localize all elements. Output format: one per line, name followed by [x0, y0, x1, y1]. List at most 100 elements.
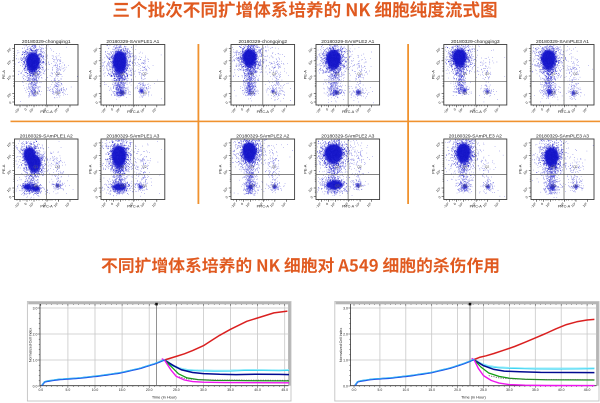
svg-text:30.0: 30.0 [506, 388, 513, 392]
svg-text:40.0: 40.0 [254, 388, 261, 392]
svg-text:105: 105 [222, 141, 229, 148]
svg-text:Q4: Q4 [573, 91, 578, 95]
svg-text:0: 0 [453, 107, 457, 111]
svg-text:-102: -102 [230, 201, 238, 208]
svg-text:0: 0 [310, 101, 314, 105]
svg-text:102: 102 [330, 201, 337, 208]
svg-text:Q2: Q2 [357, 72, 362, 76]
svg-text:Q3: Q3 [335, 184, 340, 188]
svg-text:0: 0 [310, 195, 314, 199]
svg-text:105: 105 [366, 201, 373, 208]
svg-text:Q2: Q2 [272, 72, 277, 76]
svg-text:104: 104 [92, 154, 99, 161]
svg-text:105: 105 [92, 47, 99, 54]
svg-text:PE-A: PE-A [1, 70, 6, 80]
svg-text:3.0: 3.0 [343, 306, 348, 310]
svg-text:104: 104 [570, 107, 577, 114]
svg-text:0: 0 [325, 202, 329, 206]
svg-text:5.0: 5.0 [66, 388, 71, 392]
svg-text:Q2: Q2 [272, 165, 277, 169]
svg-text:105: 105 [151, 107, 158, 114]
svg-text:PE-A: PE-A [218, 164, 223, 174]
svg-text:104: 104 [307, 59, 314, 66]
svg-text:102: 102 [6, 186, 13, 193]
svg-text:Q1: Q1 [335, 72, 340, 76]
svg-text:104: 104 [307, 154, 314, 161]
svg-text:20180329-SAmPLE2 A3: 20180329-SAmPLE2 A3 [321, 134, 374, 140]
svg-text:FITC-A: FITC-A [257, 204, 270, 208]
svg-text:102: 102 [435, 92, 442, 99]
svg-text:PE-A: PE-A [218, 70, 223, 80]
svg-text:103: 103 [6, 169, 13, 176]
svg-text:103: 103 [343, 201, 350, 208]
svg-text:105: 105 [582, 201, 589, 208]
svg-text:102: 102 [28, 107, 35, 114]
svg-text:0: 0 [24, 202, 28, 206]
svg-text:FITC-A: FITC-A [40, 204, 53, 208]
svg-text:FITC-A: FITC-A [558, 204, 571, 208]
svg-text:FITC-A: FITC-A [40, 110, 53, 114]
svg-text:-102: -102 [14, 201, 22, 208]
svg-text:PE-A: PE-A [518, 70, 523, 80]
svg-text:Q3: Q3 [463, 184, 468, 188]
svg-text:2.0: 2.0 [343, 332, 348, 336]
svg-text:105: 105 [522, 141, 529, 148]
svg-text:104: 104 [570, 201, 577, 208]
svg-text:0: 0 [225, 195, 229, 199]
svg-text:Normalized Cell Index: Normalized Cell Index [29, 328, 33, 362]
svg-text:-102: -102 [100, 107, 108, 114]
svg-text:Time (in Hour): Time (in Hour) [461, 394, 486, 399]
svg-text:104: 104 [354, 107, 361, 114]
svg-text:103: 103 [222, 169, 229, 176]
svg-text:40.0: 40.0 [558, 388, 565, 392]
svg-text:20.0: 20.0 [146, 388, 153, 392]
svg-text:0: 0 [525, 195, 529, 199]
svg-text:105: 105 [307, 47, 314, 54]
svg-text:0.0: 0.0 [33, 384, 38, 388]
svg-text:Q4: Q4 [272, 184, 277, 188]
svg-text:0.0: 0.0 [343, 384, 348, 388]
svg-text:Q3: Q3 [34, 91, 39, 95]
svg-text:Q3: Q3 [120, 184, 125, 188]
svg-text:104: 104 [222, 154, 229, 161]
svg-text:103: 103 [522, 169, 529, 176]
svg-text:FITC-A: FITC-A [257, 110, 270, 114]
svg-text:102: 102 [435, 186, 442, 193]
svg-text:103: 103 [307, 169, 314, 176]
svg-text:20180329-chongqing3: 20180329-chongqing3 [451, 39, 500, 45]
svg-text:20180329-SAmPLE3 A2: 20180329-SAmPLE3 A2 [449, 134, 502, 140]
svg-text:-102: -102 [315, 107, 323, 114]
svg-text:103: 103 [471, 201, 478, 208]
svg-text:PE-A: PE-A [518, 164, 523, 174]
svg-text:104: 104 [140, 201, 147, 208]
svg-text:103: 103 [41, 201, 48, 208]
svg-text:102: 102 [115, 107, 122, 114]
svg-text:Q4: Q4 [485, 184, 490, 188]
svg-text:Time (in Hour): Time (in Hour) [152, 394, 177, 399]
svg-text:10.0: 10.0 [402, 388, 409, 392]
svg-text:Q2: Q2 [56, 72, 61, 76]
svg-text:20180329-SAmPLE1 A3: 20180329-SAmPLE1 A3 [106, 134, 159, 140]
svg-text:Q1: Q1 [120, 72, 125, 76]
svg-text:Q3: Q3 [335, 91, 340, 95]
svg-text:103: 103 [6, 74, 13, 81]
svg-text:Q1: Q1 [335, 165, 340, 169]
svg-text:Q2: Q2 [485, 72, 490, 76]
svg-text:105: 105 [582, 107, 589, 114]
svg-text:103: 103 [522, 74, 529, 81]
svg-text:103: 103 [559, 201, 566, 208]
svg-text:PE-A: PE-A [303, 70, 308, 80]
svg-text:Q4: Q4 [142, 91, 147, 95]
svg-text:Q4: Q4 [357, 91, 362, 95]
svg-text:Q4: Q4 [573, 184, 578, 188]
svg-text:Q4: Q4 [56, 184, 61, 188]
svg-text:3.0: 3.0 [33, 306, 38, 310]
svg-text:105: 105 [281, 201, 288, 208]
svg-text:105: 105 [494, 201, 501, 208]
svg-text:Q1: Q1 [34, 72, 39, 76]
svg-text:103: 103 [92, 74, 99, 81]
svg-text:-102: -102 [315, 201, 323, 208]
svg-text:Q3: Q3 [463, 91, 468, 95]
svg-text:102: 102 [28, 201, 35, 208]
svg-text:30.0: 30.0 [200, 388, 207, 392]
